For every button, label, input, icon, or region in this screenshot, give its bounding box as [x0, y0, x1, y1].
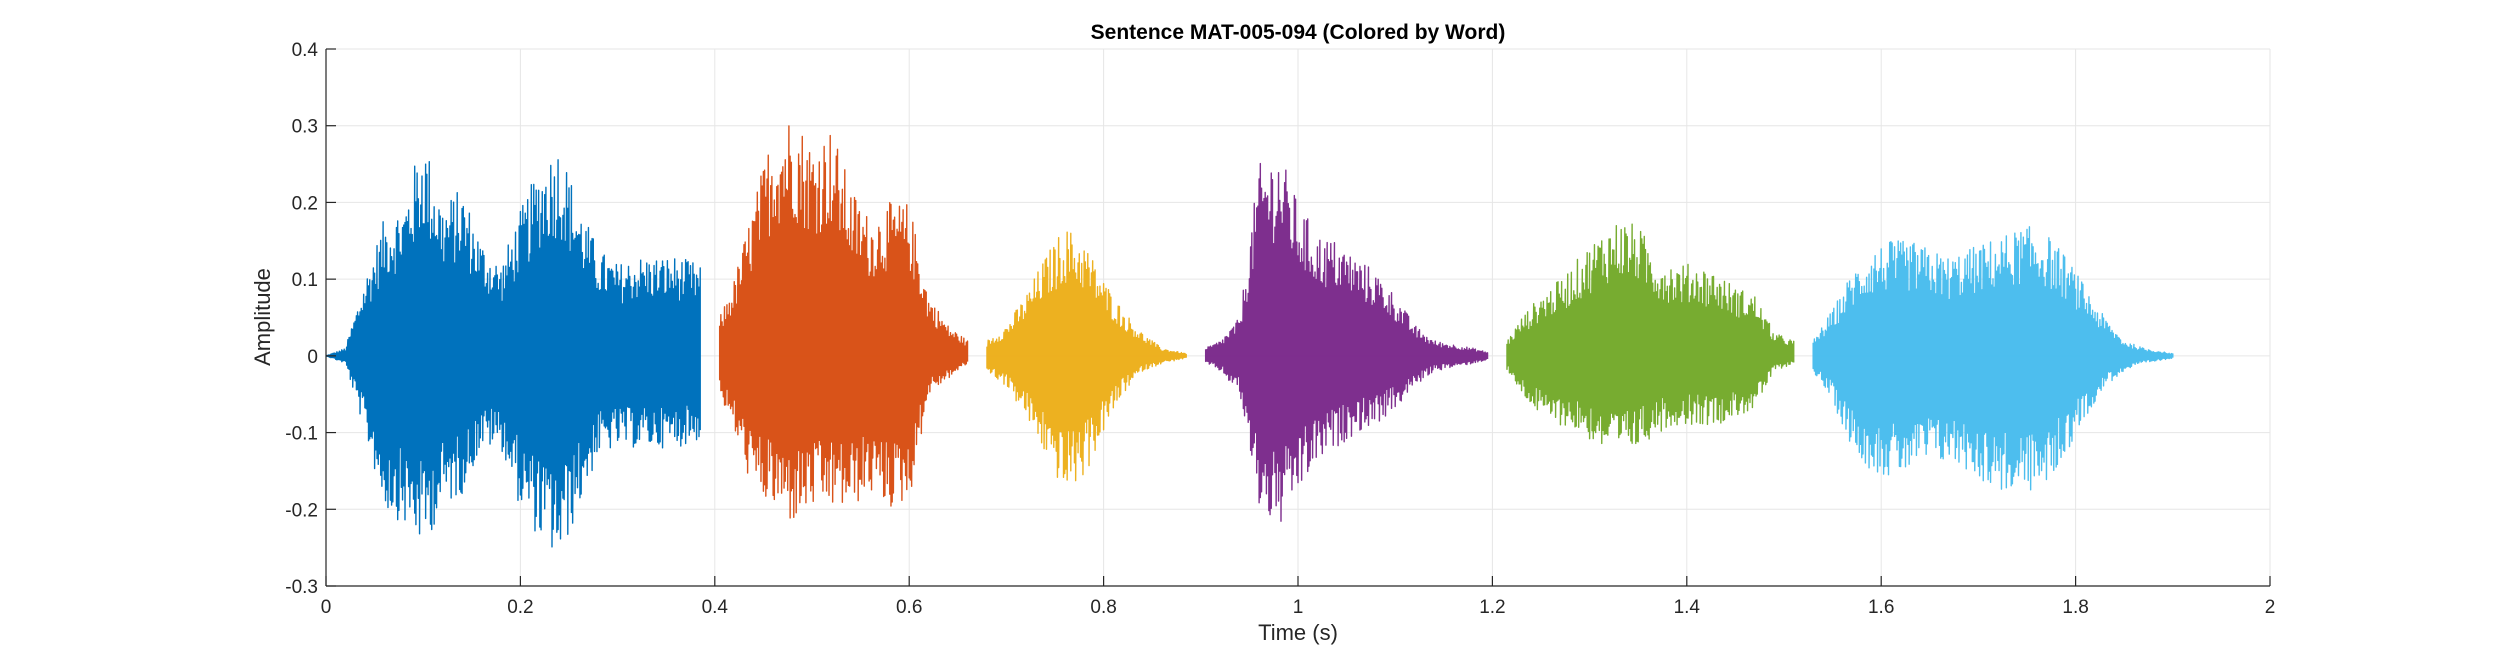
x-tick-label: 0	[321, 597, 332, 618]
x-tick-label: 0.2	[507, 597, 533, 618]
word-waveform-2	[718, 125, 969, 519]
word-waveform-5	[1506, 223, 1795, 445]
y-tick-label: 0.2	[292, 193, 318, 214]
chart-title: Sentence MAT-005-094 (Colored by Word)	[1091, 21, 1506, 44]
y-tick-label: -0.1	[285, 424, 318, 445]
x-axis-ticks: 0 0.2 0.4 0.6 0.8 1 1.2 1.4 1.6 1.8 2	[321, 576, 2276, 618]
y-tick-label: 0	[307, 347, 318, 368]
y-tick-label: -0.3	[285, 577, 318, 598]
x-tick-label: 1.8	[2062, 597, 2088, 618]
word-waveform-1	[325, 159, 701, 548]
x-tick-label: 1.6	[1868, 597, 1894, 618]
x-tick-label: 0.8	[1090, 597, 1116, 618]
x-tick-label: 0.4	[702, 597, 729, 618]
y-axis-ticks: -0.3 -0.2 -0.1 0 0.1 0.2 0.3 0.4	[285, 40, 336, 598]
word-waveform-3	[986, 231, 1187, 482]
y-axis-label: Amplitude	[250, 268, 275, 366]
waveform-series	[325, 125, 2174, 548]
y-tick-label: -0.2	[285, 500, 318, 521]
x-axis-label: Time (s)	[1258, 620, 1338, 645]
word-waveform-6	[1812, 226, 2174, 491]
x-tick-label: 1.4	[1674, 597, 1701, 618]
x-tick-label: 0.6	[896, 597, 922, 618]
word-waveform-4	[1204, 162, 1489, 522]
y-tick-label: 0.3	[292, 117, 318, 138]
y-tick-label: 0.4	[292, 40, 319, 61]
x-tick-label: 2	[2265, 597, 2276, 618]
y-tick-label: 0.1	[292, 270, 318, 291]
x-tick-label: 1	[1293, 597, 1304, 618]
x-tick-label: 1.2	[1479, 597, 1505, 618]
